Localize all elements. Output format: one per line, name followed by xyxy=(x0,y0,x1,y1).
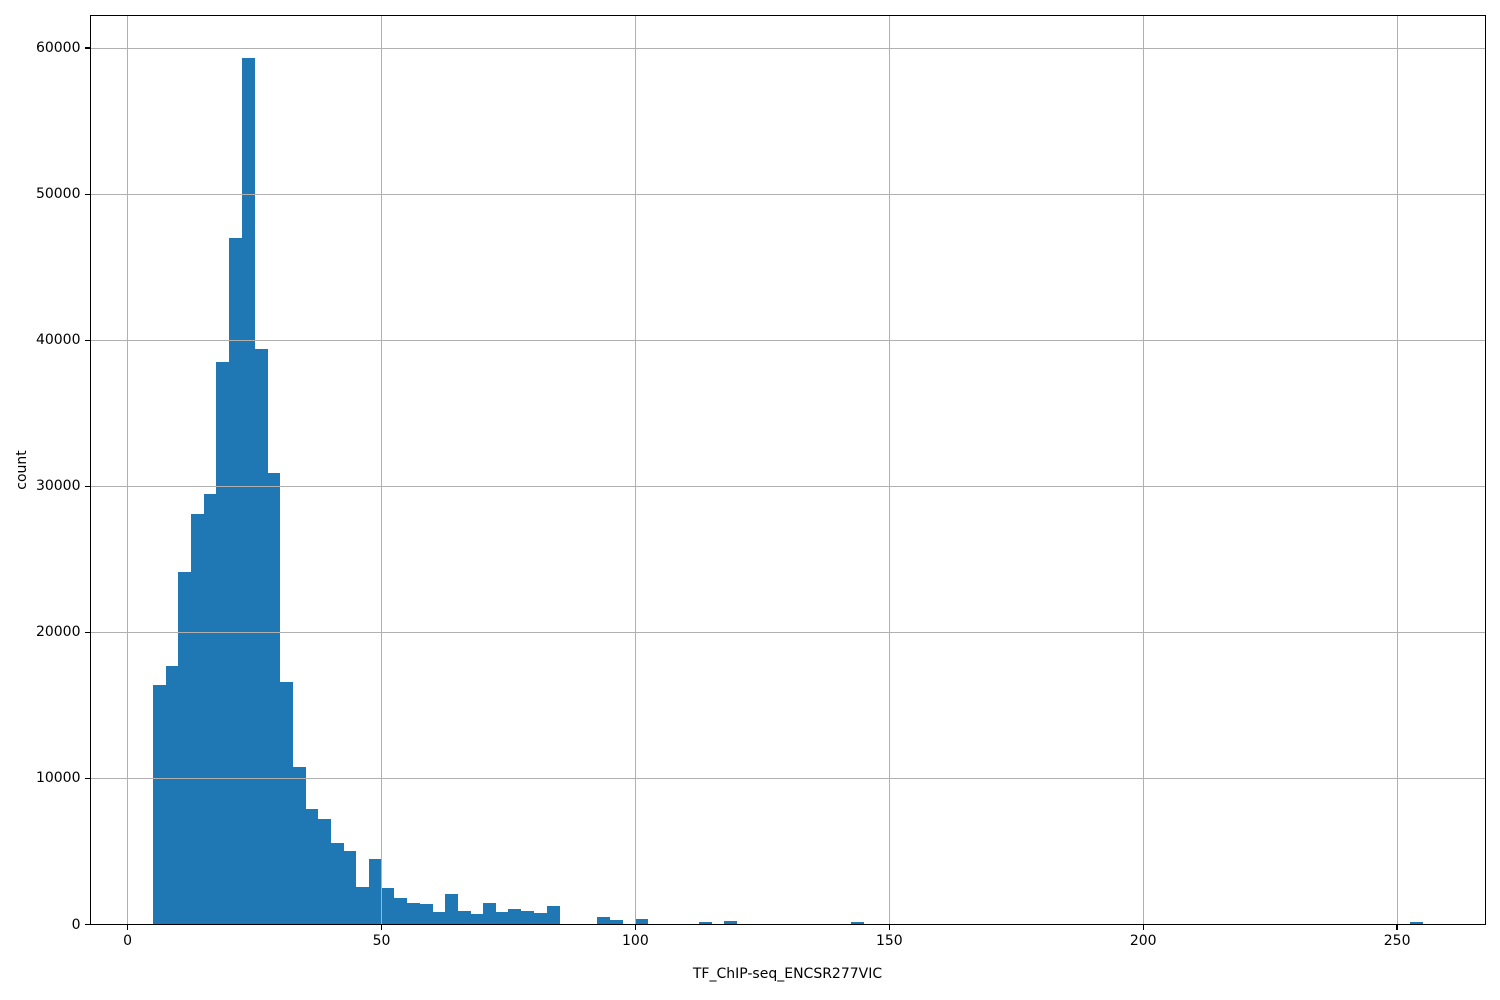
y-tick-mark xyxy=(84,193,90,195)
histogram-bar xyxy=(635,918,649,925)
histogram-bar xyxy=(1409,922,1423,925)
histogram-bar xyxy=(610,920,623,925)
histogram-bar xyxy=(165,665,179,925)
histogram-bar xyxy=(597,916,611,925)
gridline xyxy=(634,15,636,925)
histogram-bar xyxy=(495,911,509,925)
y-tick-mark xyxy=(84,485,90,487)
x-tick-mark xyxy=(1396,924,1398,930)
x-axis-label: TF_ChIP-seq_ENCSR277VIC xyxy=(692,966,883,982)
histogram-bar xyxy=(444,893,458,925)
histogram-bar xyxy=(203,493,217,925)
y-tick-mark xyxy=(84,777,90,780)
x-tick-mark xyxy=(1142,924,1144,930)
histogram-bar xyxy=(318,819,331,925)
gridline xyxy=(89,339,1486,341)
x-tick-label: 250 xyxy=(1383,932,1411,949)
histogram-bar xyxy=(216,362,230,925)
gridline xyxy=(89,631,1486,633)
x-tick-mark xyxy=(380,924,383,930)
grid-layer xyxy=(89,15,1486,926)
y-tick-mark xyxy=(84,339,90,341)
histogram-bar xyxy=(178,572,192,925)
histogram-bar xyxy=(191,514,205,925)
histogram-bar xyxy=(546,905,560,925)
y-axis-label: count xyxy=(14,449,30,490)
histogram-bar xyxy=(483,903,497,925)
histogram-bar xyxy=(356,886,370,925)
y-tick-label: 30000 xyxy=(35,478,81,495)
histogram-bar xyxy=(394,898,408,925)
histogram-bar xyxy=(470,914,484,925)
histogram-bar xyxy=(432,912,446,925)
histogram-bar xyxy=(343,851,357,925)
histogram-bar xyxy=(381,887,395,925)
histogram-bar xyxy=(533,913,547,925)
x-tick-label: 100 xyxy=(622,932,649,949)
gridline xyxy=(380,15,383,925)
histogram-bar xyxy=(241,58,255,925)
histogram-bar xyxy=(267,473,281,925)
histogram-bar xyxy=(152,684,166,925)
y-tick-label: 10000 xyxy=(35,770,81,787)
gridline xyxy=(89,485,1486,487)
histogram-bar xyxy=(698,922,712,925)
x-tick-label: 200 xyxy=(1129,932,1157,949)
histogram-bar xyxy=(368,858,382,925)
histogram-bar xyxy=(330,842,344,925)
bars-layer xyxy=(90,15,1487,925)
histogram-bar xyxy=(305,809,319,925)
y-tick-label: 60000 xyxy=(35,40,81,57)
histogram-bar xyxy=(508,909,522,925)
histogram-bar xyxy=(229,237,243,925)
histogram-bar xyxy=(521,910,535,925)
histogram-bar xyxy=(851,922,865,925)
y-tick-label: 20000 xyxy=(35,624,81,641)
histogram-bar xyxy=(279,682,293,925)
gridline xyxy=(127,15,129,925)
x-tick-label: 50 xyxy=(372,932,391,949)
x-tick-label: 150 xyxy=(875,932,903,949)
x-tick-mark xyxy=(634,924,637,930)
gridline xyxy=(888,15,890,925)
y-tick-mark xyxy=(84,47,90,49)
y-tick-mark xyxy=(84,631,90,633)
gridline xyxy=(89,923,1486,926)
histogram-bar xyxy=(419,904,433,925)
histogram-bar xyxy=(457,910,471,925)
y-tick-label: 0 xyxy=(71,916,81,933)
plot-area xyxy=(89,15,1487,926)
histogram-bar xyxy=(406,902,420,925)
x-tick-mark xyxy=(126,924,129,930)
gridline xyxy=(1396,15,1398,925)
gridline xyxy=(89,47,1486,49)
x-tick-mark xyxy=(888,924,890,930)
y-tick-mark xyxy=(84,923,90,926)
histogram-bar xyxy=(292,766,306,925)
gridline xyxy=(89,193,1486,195)
y-tick-label: 40000 xyxy=(35,332,81,349)
gridline xyxy=(1142,15,1144,925)
gridline xyxy=(89,777,1486,779)
y-tick-label: 50000 xyxy=(35,186,81,203)
x-tick-label: 0 xyxy=(123,932,133,949)
histogram-bar xyxy=(254,349,268,925)
histogram-bar xyxy=(724,920,738,925)
